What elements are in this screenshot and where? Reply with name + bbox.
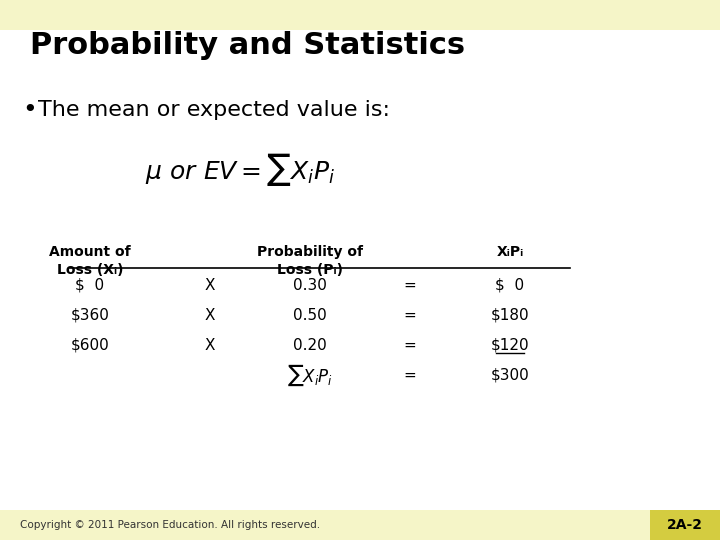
Text: Probability of
Loss (Pᵢ): Probability of Loss (Pᵢ) <box>257 245 363 278</box>
Text: $360: $360 <box>71 307 109 322</box>
Text: X: X <box>204 307 215 322</box>
Bar <box>0 510 720 540</box>
Text: =: = <box>404 368 416 382</box>
Text: 0.20: 0.20 <box>293 338 327 353</box>
Text: Probability and Statistics: Probability and Statistics <box>30 30 465 59</box>
Text: $\sum X_i P_i$: $\sum X_i P_i$ <box>287 362 333 388</box>
Text: 2A-2: 2A-2 <box>667 518 703 532</box>
Text: Amount of
Loss (Xᵢ): Amount of Loss (Xᵢ) <box>49 245 131 278</box>
Bar <box>650 510 720 540</box>
Text: •: • <box>22 98 37 122</box>
Text: $600: $600 <box>71 338 109 353</box>
Text: =: = <box>404 307 416 322</box>
Text: $  0: $ 0 <box>76 278 104 293</box>
Text: $\mu\ or\ EV = \sum X_i P_i$: $\mu\ or\ EV = \sum X_i P_i$ <box>145 152 335 188</box>
Bar <box>0 0 720 30</box>
Text: X: X <box>204 278 215 293</box>
Text: 0.50: 0.50 <box>293 307 327 322</box>
Text: XᵢPᵢ: XᵢPᵢ <box>496 245 523 259</box>
Text: X: X <box>204 338 215 353</box>
Text: $120: $120 <box>491 338 529 353</box>
Text: $  0: $ 0 <box>495 278 525 293</box>
Text: =: = <box>404 278 416 293</box>
Text: =: = <box>404 338 416 353</box>
Text: $180: $180 <box>491 307 529 322</box>
Text: Copyright © 2011 Pearson Education. All rights reserved.: Copyright © 2011 Pearson Education. All … <box>20 520 320 530</box>
Text: $300: $300 <box>490 368 529 382</box>
Bar <box>0 30 720 510</box>
Text: The mean or expected value is:: The mean or expected value is: <box>38 100 390 120</box>
Text: 0.30: 0.30 <box>293 278 327 293</box>
